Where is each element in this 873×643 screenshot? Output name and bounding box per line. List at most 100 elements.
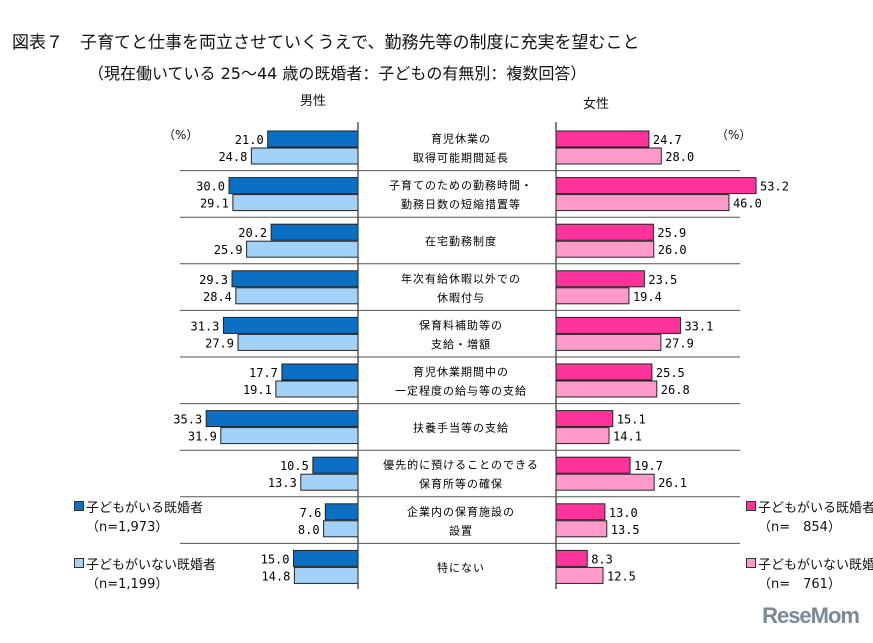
data-label: 26.1 (658, 476, 687, 490)
bar (235, 287, 359, 305)
bar (555, 520, 608, 538)
legend-label: 子どもがいない既婚者 (86, 558, 217, 573)
category-label: 年次有給休暇以外での (401, 271, 521, 285)
bar (555, 427, 610, 445)
bar (237, 333, 359, 351)
bar (222, 316, 359, 334)
data-label: 24.8 (218, 150, 247, 164)
bar (220, 427, 359, 445)
male-unit-label: （%） (163, 128, 199, 142)
data-label: 13.0 (609, 506, 638, 520)
category-label: 優先的に預けることのできる (383, 458, 539, 472)
bar (324, 503, 359, 521)
data-label: 26.0 (658, 243, 687, 257)
data-label: 19.4 (633, 290, 662, 304)
bar (555, 503, 606, 521)
data-label: 12.5 (607, 569, 636, 583)
data-label: 13.3 (268, 476, 297, 490)
data-label: 25.9 (214, 243, 243, 257)
data-label: 33.1 (684, 319, 713, 333)
bar (555, 194, 730, 212)
category-label: 育児休業の (431, 132, 491, 146)
bar (275, 380, 359, 398)
bar (281, 363, 359, 381)
bar (555, 380, 658, 398)
data-label: 27.9 (205, 336, 234, 350)
female-legend-with-children: 子どもがいる既婚者 （n= 854） (746, 499, 873, 537)
bar (555, 333, 662, 351)
legend-swatch (74, 558, 84, 568)
legend-n: （n=1,973） (86, 520, 169, 535)
data-label: 8.0 (298, 523, 320, 537)
data-label: 14.8 (261, 569, 290, 583)
legend-swatch (74, 501, 84, 511)
legend-n: （n= 854） (758, 520, 841, 535)
category-label: 保育所等の確保 (419, 477, 503, 491)
category-label: 取得可能期間延長 (413, 151, 509, 165)
data-label: 30.0 (196, 180, 225, 194)
female-unit-label: （%） (716, 128, 752, 142)
data-label: 29.1 (200, 197, 229, 211)
resemom-logo: ReseMom (762, 603, 860, 628)
bar (228, 177, 359, 195)
male-legend-with-children: 子どもがいる既婚者 （n=1,973） (74, 499, 203, 537)
category-label: 一定程度の給与等の支給 (395, 384, 527, 398)
bar (246, 240, 359, 258)
data-label: 17.7 (249, 366, 278, 380)
bar (555, 177, 757, 195)
bar (267, 130, 359, 148)
female-panel-heading: 女性 (583, 97, 610, 112)
chart-subtitle: （現在働いている 25〜44 歳の既婚者：子どもの有無別：複数回答） (88, 64, 587, 83)
bar (555, 410, 614, 428)
bar (555, 316, 681, 334)
bar (555, 223, 654, 241)
bar (555, 473, 655, 491)
bar (270, 223, 359, 241)
male-legend-without-children: 子どもがいない既婚者 （n=1,199） (74, 556, 216, 594)
data-label: 19.1 (243, 383, 272, 397)
data-label: 15.1 (617, 413, 646, 427)
category-label: 在宅勤務制度 (425, 234, 497, 248)
bar (555, 130, 650, 148)
data-label: 31.9 (188, 430, 217, 444)
bar (231, 270, 359, 288)
bar (555, 566, 604, 584)
category-label: 休暇付与 (437, 291, 485, 304)
data-label: 15.0 (261, 552, 290, 566)
bar (250, 147, 359, 165)
data-label: 24.7 (653, 133, 682, 147)
bar (555, 363, 653, 381)
female-legend-without-children: 子どもがいない既婚者 （n= 761） (746, 556, 873, 594)
data-label: 27.9 (665, 336, 694, 350)
bar (300, 473, 359, 491)
data-label: 21.0 (235, 133, 264, 147)
bar (232, 194, 359, 212)
data-label: 25.5 (656, 366, 685, 380)
bar (293, 549, 359, 567)
data-label: 28.4 (203, 290, 232, 304)
data-label: 7.6 (300, 506, 322, 520)
bar (555, 147, 662, 165)
data-label: 8.3 (591, 552, 613, 566)
data-label: 13.5 (611, 523, 640, 537)
chart-title: 図表７ 子育てと仕事を両立させていくうえで、勤務先等の制度に充実を望むこと (12, 33, 640, 53)
category-label: 育児休業期間中の (413, 365, 509, 379)
bar (293, 566, 359, 584)
legend-swatch (746, 501, 756, 511)
category-label: 特にない (437, 560, 485, 574)
data-label: 29.3 (199, 273, 228, 287)
bar (312, 456, 359, 474)
category-label: 設置 (449, 523, 473, 537)
data-label: 20.2 (238, 226, 267, 240)
bar (555, 240, 655, 258)
data-label: 28.0 (665, 150, 694, 164)
data-label: 23.5 (648, 273, 677, 287)
data-label: 19.7 (634, 459, 663, 473)
legend-label: 子どもがいる既婚者 (86, 501, 204, 516)
data-label: 53.2 (760, 180, 789, 194)
data-label: 46.0 (733, 197, 762, 211)
category-label: 勤務日数の短縮措置等 (401, 197, 521, 211)
data-label: 14.1 (613, 430, 642, 444)
legend-n: （n= 761） (758, 577, 841, 592)
